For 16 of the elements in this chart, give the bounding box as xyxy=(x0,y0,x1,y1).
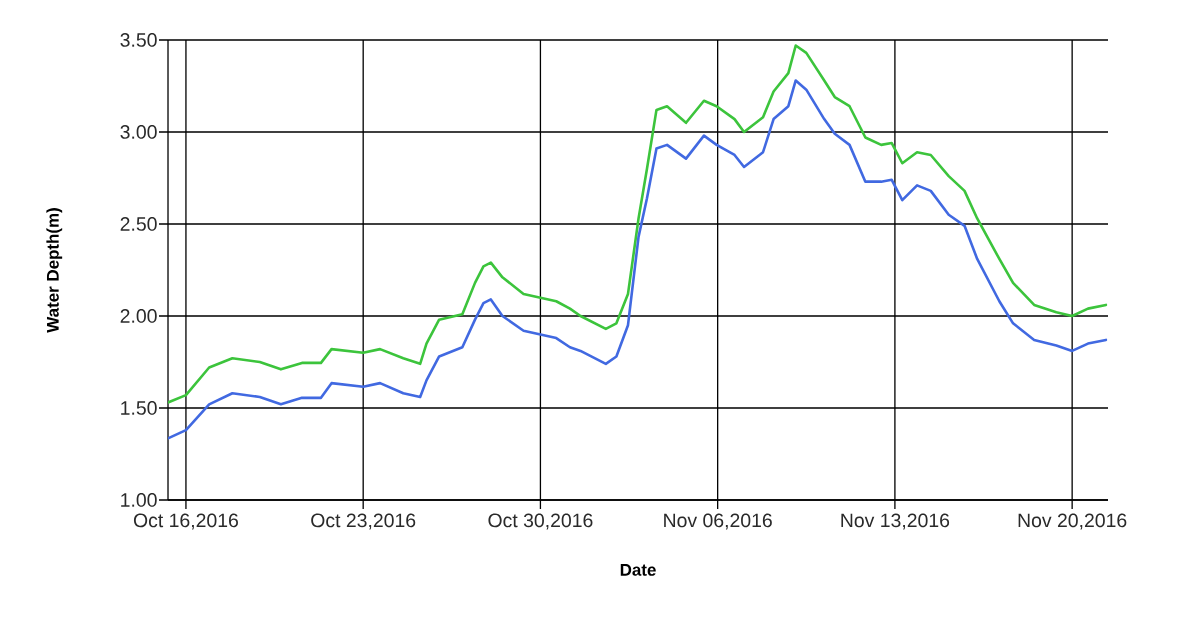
y-tick-label: 2.00 xyxy=(120,309,157,323)
x-tick-label: Nov 20,2016 xyxy=(1018,513,1127,530)
line-series xyxy=(168,44,1108,404)
x-tick-label: Oct 23,2016 xyxy=(311,513,416,530)
x-tick-label: Nov 13,2016 xyxy=(841,513,950,530)
x-tick-label: Oct 30,2016 xyxy=(488,513,593,530)
line-series xyxy=(168,79,1108,440)
y-tick-label: 3.00 xyxy=(120,125,157,139)
x-tick-label: Oct 16,2016 xyxy=(133,513,238,530)
y-tick-label: 1.00 xyxy=(121,493,157,507)
x-tick-label: Nov 06,2016 xyxy=(664,513,772,530)
y-tick-label: 2.50 xyxy=(120,217,157,231)
y-axis-title: Water Depth(m) xyxy=(46,208,63,333)
y-tick-label: 1.50 xyxy=(121,401,157,415)
x-axis-title: Date xyxy=(620,563,656,576)
y-tick-label: 3.50 xyxy=(120,33,157,47)
